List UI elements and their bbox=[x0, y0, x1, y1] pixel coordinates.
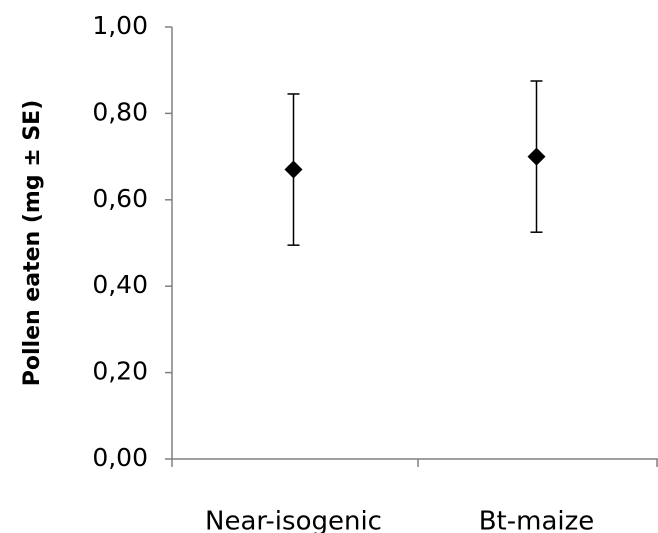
y-tick-label: 0,80 bbox=[92, 97, 148, 126]
x-tick-label: Near-isogenic bbox=[205, 507, 382, 533]
y-tick-label: 0,20 bbox=[92, 357, 148, 386]
y-axis-title: Pollen eaten (mg ± SE) bbox=[20, 100, 45, 387]
y-tick-label: 0,60 bbox=[92, 184, 148, 213]
y-tick-label: 0,00 bbox=[92, 443, 148, 472]
y-tick-label: 1,00 bbox=[92, 11, 148, 40]
point-marker bbox=[527, 147, 546, 166]
x-tick-label: Bt-maize bbox=[479, 507, 595, 533]
point-marker bbox=[284, 160, 303, 179]
y-tick-label: 0,40 bbox=[92, 270, 148, 299]
